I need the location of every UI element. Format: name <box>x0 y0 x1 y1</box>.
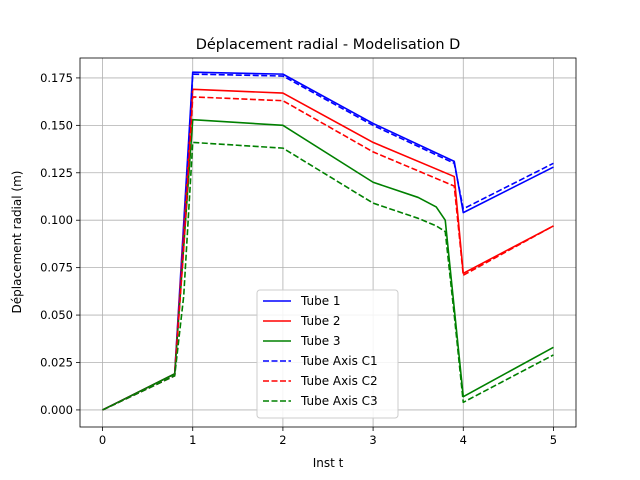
legend-label: Tube Axis C2 <box>300 374 378 388</box>
plot-frame <box>79 57 577 428</box>
x-axis: 0 1 2 3 4 5 <box>99 427 557 447</box>
y-tick-label: 0.050 <box>40 308 73 322</box>
y-tick-label: 0.075 <box>40 261 73 275</box>
series-line-6 <box>102 141 554 411</box>
y-tick-label: 0.175 <box>40 71 73 85</box>
legend-label: Tube Axis C1 <box>300 354 378 368</box>
y-axis: 0.000 0.025 0.050 0.075 0.100 0.125 0.150 0.175 <box>40 71 80 417</box>
series-line-4 <box>102 73 554 411</box>
legend: Tube 1 Tube 2 Tube 3 Tube Axis C1 Tube Axis … <box>256 289 399 419</box>
chart-title: Déplacement radial - Modelisation D <box>196 37 461 53</box>
grid <box>80 58 576 427</box>
legend-box <box>256 289 399 419</box>
series-lines <box>102 71 554 411</box>
series-line-5 <box>102 96 554 411</box>
x-tick-label: 4 <box>460 433 467 447</box>
legend-label: Tube 1 <box>300 294 341 308</box>
y-axis-label: Déplacement radial (m) <box>10 171 24 314</box>
y-tick-label: 0.000 <box>40 403 73 417</box>
y-tick-label: 0.025 <box>40 355 73 369</box>
legend-label: Tube 3 <box>300 334 341 348</box>
x-tick-label: 3 <box>369 433 376 447</box>
x-axis-label: Inst t <box>313 456 344 470</box>
y-tick-label: 0.100 <box>40 213 73 227</box>
legend-label: Tube Axis C3 <box>300 394 378 408</box>
x-tick-label: 2 <box>279 433 286 447</box>
x-tick-label: 0 <box>99 433 106 447</box>
x-tick-label: 5 <box>550 433 557 447</box>
y-tick-label: 0.125 <box>40 166 73 180</box>
y-tick-label: 0.150 <box>40 118 73 132</box>
legend-label: Tube 2 <box>300 314 341 328</box>
x-tick-label: 1 <box>189 433 196 447</box>
